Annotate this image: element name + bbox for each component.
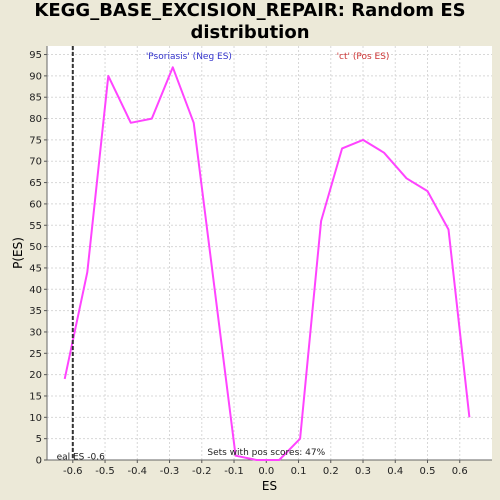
neg-es-label: 'Psoriasis' (Neg ES) — [146, 52, 232, 62]
y-tick-label: 35 — [29, 306, 42, 317]
y-tick-label: 60 — [29, 199, 42, 210]
y-tick-label: 85 — [29, 93, 42, 104]
y-tick-label: 0 — [36, 456, 42, 467]
y-tick-label: 90 — [29, 71, 42, 82]
y-tick-label: 55 — [29, 221, 42, 232]
y-tick-label: 30 — [29, 327, 42, 338]
chart-title-line1: KEGG_BASE_EXCISION_REPAIR: Random ES — [34, 0, 466, 21]
x-tick-label: 0.6 — [452, 466, 468, 477]
y-tick-label: 50 — [29, 242, 42, 253]
x-tick-label: -0.5 — [95, 466, 115, 477]
x-tick-label: 0.3 — [355, 466, 371, 477]
x-tick-label: -0.1 — [224, 466, 244, 477]
y-tick-label: 70 — [29, 157, 42, 168]
y-tick-label: 20 — [29, 370, 42, 381]
y-tick-label: 15 — [29, 391, 42, 402]
y-tick-label: 95 — [29, 50, 42, 61]
x-tick-label: 0.1 — [291, 466, 307, 477]
chart-title-line2: distribution — [190, 22, 310, 43]
chart-title: KEGG_BASE_EXCISION_REPAIR: Random ES dis… — [0, 0, 500, 44]
real-es-label: eal ES -0.6 — [57, 453, 106, 463]
pos-fraction-label: Sets with pos scores: 47% — [207, 448, 325, 458]
x-tick-label: 0.2 — [323, 466, 339, 477]
y-tick-label: 80 — [29, 114, 42, 125]
y-tick-label: 75 — [29, 135, 42, 146]
pos-es-label: 'ct' (Pos ES) — [337, 52, 390, 62]
y-tick-label: 5 — [36, 434, 42, 445]
x-tick-label: 0.4 — [387, 466, 403, 477]
y-tick-label: 45 — [29, 263, 42, 274]
x-axis-label: ES — [262, 479, 277, 493]
y-tick-label: 10 — [29, 413, 42, 424]
y-tick-label: 40 — [29, 285, 42, 296]
es-distribution-line — [63, 66, 471, 461]
plot-area — [47, 46, 492, 460]
x-tick-label: -0.4 — [128, 466, 148, 477]
y-tick-label: 65 — [29, 178, 42, 189]
x-tick-label: -0.2 — [192, 466, 212, 477]
x-tick-label: 0.0 — [258, 466, 274, 477]
axes: 0 5 10 15 20 25 30 35 40 45 50 55 60 65 70 75 80 85 90 95 -0… — [11, 46, 492, 493]
annotations: eal ES -0.6 'Psoriasis' (Neg ES) 'ct' (Pos… — [57, 46, 390, 463]
y-tick-label: 25 — [29, 349, 42, 360]
series-layer — [63, 66, 471, 461]
y-axis-label: P(ES) — [11, 237, 25, 269]
x-tick-label: -0.3 — [160, 466, 180, 477]
x-tick-label: 0.5 — [420, 466, 436, 477]
x-tick-label: -0.6 — [63, 466, 83, 477]
